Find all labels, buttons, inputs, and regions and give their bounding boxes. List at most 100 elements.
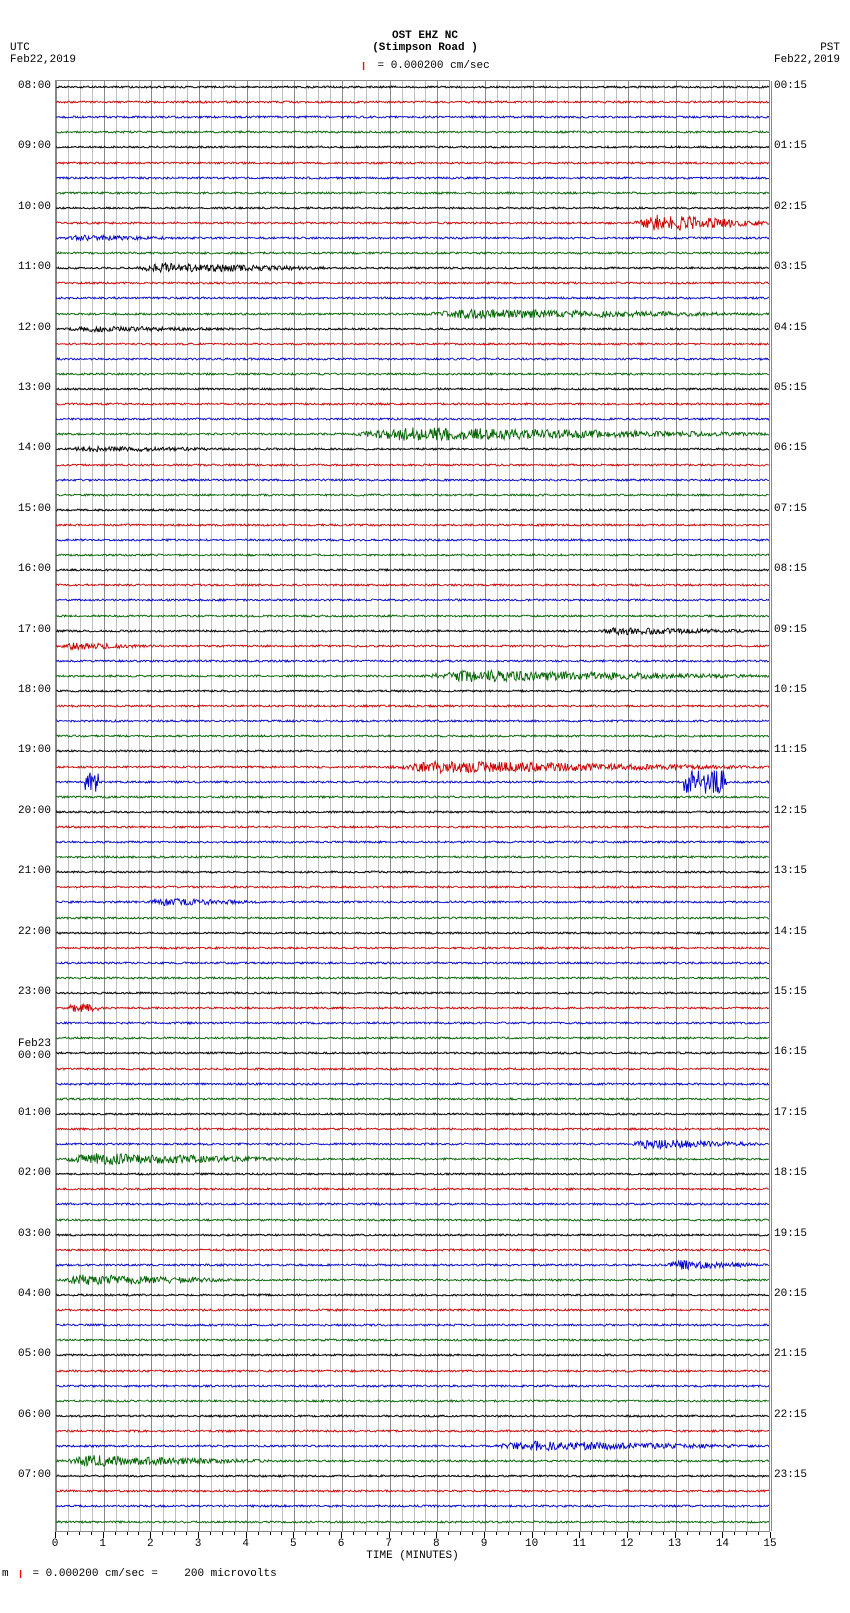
x-tick-minor: [329, 1532, 330, 1535]
grid-vline-minor: [711, 81, 712, 1531]
x-tick-minor: [186, 1532, 187, 1535]
grid-hline: [56, 147, 769, 148]
grid-vline: [104, 81, 105, 1531]
y-label-right: 02:15: [774, 201, 807, 213]
y-label-left: 11:00: [1, 261, 51, 273]
grid-vline: [390, 81, 391, 1531]
grid-vline-minor: [116, 81, 117, 1531]
grid-vline-minor: [759, 81, 760, 1531]
header-center: OST EHZ NC (Stimpson Road ) ǀ = 0.000200…: [360, 30, 489, 74]
y-label-right: 17:15: [774, 1107, 807, 1119]
x-tick-minor: [413, 1532, 414, 1535]
y-label-left: 22:00: [1, 926, 51, 938]
y-label-left: 06:00: [1, 1409, 51, 1421]
y-label-left: Feb2300:00: [1, 1038, 51, 1062]
grid-hline: [56, 268, 769, 269]
grid-hline: [56, 1355, 769, 1356]
scale-bar-icon: ǀ: [360, 62, 367, 74]
grid-vline-minor: [652, 81, 653, 1531]
grid-vline-minor: [330, 81, 331, 1531]
x-tick-label: 4: [242, 1538, 249, 1550]
footer-scale-left: = 0.000200 cm/sec =: [32, 1568, 157, 1580]
x-tick-minor: [234, 1532, 235, 1535]
x-tick-minor: [699, 1532, 700, 1535]
x-tick-label: 13: [668, 1538, 681, 1550]
grid-vline: [199, 81, 200, 1531]
x-tick-label: 2: [147, 1538, 154, 1550]
grid-hline: [56, 208, 769, 209]
x-tick-minor: [115, 1532, 116, 1535]
grid-hline: [56, 993, 769, 994]
grid-vline-minor: [747, 81, 748, 1531]
y-label-left: 19:00: [1, 744, 51, 756]
x-tick-minor: [663, 1532, 664, 1535]
x-tick-minor: [615, 1532, 616, 1535]
y-label-right: 18:15: [774, 1167, 807, 1179]
y-label-right: 21:15: [774, 1348, 807, 1360]
x-tick-minor: [603, 1532, 604, 1535]
grid-vline-minor: [271, 81, 272, 1531]
x-tick-minor: [258, 1532, 259, 1535]
helicorder-plot: [55, 80, 770, 1532]
x-tick-minor: [496, 1532, 497, 1535]
x-tick-label: 8: [433, 1538, 440, 1550]
y-label-left: 15:00: [1, 503, 51, 515]
y-label-left: 05:00: [1, 1348, 51, 1360]
x-tick-minor: [424, 1532, 425, 1535]
x-tick-label: 6: [338, 1538, 345, 1550]
grid-vline-minor: [664, 81, 665, 1531]
y-label-left: 16:00: [1, 563, 51, 575]
x-tick-minor: [460, 1532, 461, 1535]
grid-vline-minor: [640, 81, 641, 1531]
grid-vline: [151, 81, 152, 1531]
x-tick-minor: [353, 1532, 354, 1535]
x-tick-minor: [639, 1532, 640, 1535]
header-right: PST Feb22,2019: [774, 42, 840, 66]
x-tick-minor: [270, 1532, 271, 1535]
grid-vline-minor: [354, 81, 355, 1531]
grid-vline-minor: [700, 81, 701, 1531]
grid-vline: [485, 81, 486, 1531]
grid-vline-minor: [139, 81, 140, 1531]
x-tick-label: 11: [573, 1538, 586, 1550]
grid-vline-minor: [604, 81, 605, 1531]
grid-vline-minor: [318, 81, 319, 1531]
grid-hline: [56, 1053, 769, 1054]
y-label-right: 04:15: [774, 322, 807, 334]
y-label-right: 22:15: [774, 1409, 807, 1421]
y-label-right: 19:15: [774, 1228, 807, 1240]
grid-vline: [342, 81, 343, 1531]
y-label-left: 09:00: [1, 140, 51, 152]
grid-hline: [56, 812, 769, 813]
y-label-left: 23:00: [1, 986, 51, 998]
grid-vline: [628, 81, 629, 1531]
x-tick-label: 0: [52, 1538, 59, 1550]
y-label-right: 11:15: [774, 744, 807, 756]
y-label-right: 13:15: [774, 865, 807, 877]
y-label-right: 03:15: [774, 261, 807, 273]
y-label-left: 14:00: [1, 442, 51, 454]
y-label-right: 00:15: [774, 80, 807, 92]
grid-vline-minor: [163, 81, 164, 1531]
y-label-right: 20:15: [774, 1288, 807, 1300]
x-tick-minor: [448, 1532, 449, 1535]
grid-vline: [676, 81, 677, 1531]
grid-vline-minor: [616, 81, 617, 1531]
y-label-right: 09:15: [774, 624, 807, 636]
station-name: (Stimpson Road ): [360, 42, 489, 54]
x-tick-label: 9: [481, 1538, 488, 1550]
grid-vline-minor: [259, 81, 260, 1531]
grid-vline-minor: [449, 81, 450, 1531]
x-tick-minor: [567, 1532, 568, 1535]
grid-vline-minor: [509, 81, 510, 1531]
grid-vline: [771, 81, 772, 1531]
y-label-left: 20:00: [1, 805, 51, 817]
x-tick-minor: [174, 1532, 175, 1535]
x-tick-minor: [508, 1532, 509, 1535]
y-label-right: 01:15: [774, 140, 807, 152]
y-label-right: 06:15: [774, 442, 807, 454]
y-label-left: 04:00: [1, 1288, 51, 1300]
footer-scale: m ǀ = 0.000200 cm/sec = 200 microvolts: [2, 1568, 850, 1582]
grid-hline: [56, 329, 769, 330]
footer-scale-right: 200 microvolts: [184, 1568, 276, 1580]
